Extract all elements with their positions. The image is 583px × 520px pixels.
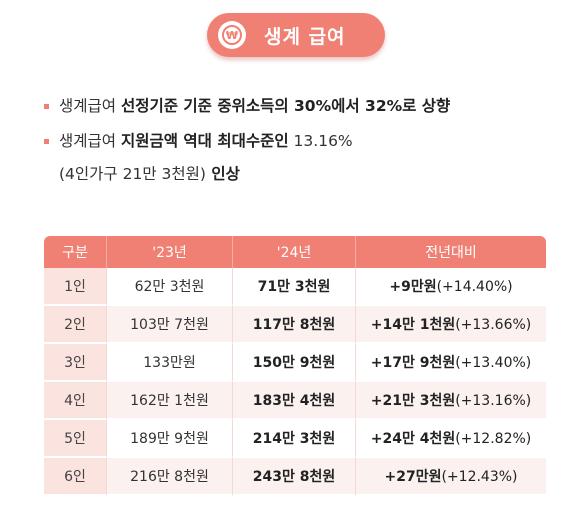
table-row: 3인 133만원 150만 9천원 +17만 9천원(+13.40%) — [44, 344, 546, 382]
household-size-cell: 4인 — [44, 382, 106, 420]
table-row: 1인 62만 3천원 71만 3천원 +9만원(+14.40%) — [44, 268, 546, 306]
section-title-pill: ₩ 생계 급여 — [207, 13, 385, 57]
change-amount: +9만원 — [389, 279, 437, 295]
column-header: '24년 — [232, 236, 355, 268]
amount-2023-cell: 162만 1천원 — [106, 382, 232, 420]
table-row: 2인 103만 7천원 117만 8천원 +14만 1천원(+13.66%) — [44, 306, 546, 344]
amount-2023-cell: 62만 3천원 — [106, 268, 232, 306]
change-cell: +17만 9천원(+13.40%) — [355, 344, 546, 382]
amount-2023-cell: 216만 8천원 — [106, 458, 232, 496]
won-coin-icon: ₩ — [218, 21, 246, 49]
bullet-text-bold: 인상 — [205, 165, 240, 183]
bullet-text: (4인가구 21만 3천원) — [59, 165, 206, 183]
table-row: 5인 189만 9천원 214만 3천원 +24만 4천원(+12.82%) — [44, 420, 546, 458]
change-percent: (+13.16%) — [455, 393, 532, 409]
amount-2024-cell: 183만 4천원 — [232, 382, 355, 420]
change-cell: +21만 3천원(+13.16%) — [355, 382, 546, 420]
change-cell: +14만 1천원(+13.66%) — [355, 306, 546, 344]
summary-bullets: 생계급여 선정기준 기준 중위소득의 30%에서 32%로 상향 생계급여 지원… — [44, 95, 564, 198]
change-cell: +24만 4천원(+12.82%) — [355, 420, 546, 458]
table-row: 4인 162만 1천원 183만 4천원 +21만 3천원(+13.16%) — [44, 382, 546, 420]
change-amount: +14만 1천원 — [370, 317, 456, 333]
bullet-text: 13.16% — [288, 132, 353, 150]
household-size-cell: 5인 — [44, 420, 106, 458]
amount-2024-cell: 243만 8천원 — [232, 458, 355, 496]
change-percent: (+13.66%) — [455, 317, 532, 333]
column-header: 전년대비 — [355, 236, 546, 268]
change-cell: +27만원(+12.43%) — [355, 458, 546, 496]
change-amount: +24만 4천원 — [370, 431, 456, 447]
column-header: 구분 — [44, 236, 106, 268]
amount-2024-cell: 150만 9천원 — [232, 344, 355, 382]
bullet-text: 생계급여 — [59, 132, 121, 150]
column-header: '23년 — [106, 236, 232, 268]
household-size-cell: 3인 — [44, 344, 106, 382]
benefit-table: 구분 '23년 '24년 전년대비 1인 62만 3천원 71만 3천원 +9만… — [44, 236, 546, 496]
bullet-item: 생계급여 선정기준 기준 중위소득의 30%에서 32%로 상향 — [44, 95, 564, 118]
change-cell: +9만원(+14.40%) — [355, 268, 546, 306]
change-percent: (+14.40%) — [436, 279, 513, 295]
amount-2024-cell: 117만 8천원 — [232, 306, 355, 344]
household-size-cell: 1인 — [44, 268, 106, 306]
bullet-text-bold: 지원금액 역대 최대수준인 — [120, 132, 289, 150]
amount-2024-cell: 214만 3천원 — [232, 420, 355, 458]
change-percent: (+12.43%) — [441, 469, 518, 485]
amount-2023-cell: 133만원 — [106, 344, 232, 382]
change-percent: (+12.82%) — [455, 431, 532, 447]
amount-2023-cell: 103만 7천원 — [106, 306, 232, 344]
table-row: 6인 216만 8천원 243만 8천원 +27만원(+12.43%) — [44, 458, 546, 496]
change-amount: +27만원 — [384, 469, 442, 485]
bullet-square-icon — [44, 139, 49, 144]
household-size-cell: 2인 — [44, 306, 106, 344]
table-header-row: 구분 '23년 '24년 전년대비 — [44, 236, 546, 268]
section-title: 생계 급여 — [264, 25, 346, 48]
household-size-cell: 6인 — [44, 458, 106, 496]
amount-2024-cell: 71만 3천원 — [232, 268, 355, 306]
bullet-square-icon — [44, 104, 49, 109]
bullet-line-2: (4인가구 21만 3천원) 인상 — [59, 163, 564, 186]
bullet-item: 생계급여 지원금액 역대 최대수준인 13.16% (4인가구 21만 3천원)… — [44, 130, 564, 186]
change-percent: (+13.40%) — [455, 355, 532, 371]
amount-2023-cell: 189만 9천원 — [106, 420, 232, 458]
bullet-text: 생계급여 — [59, 97, 121, 115]
bullet-text-bold: 선정기준 기준 중위소득의 30%에서 32%로 상향 — [120, 97, 451, 115]
change-amount: +21만 3천원 — [370, 393, 456, 409]
change-amount: +17만 9천원 — [370, 355, 456, 371]
